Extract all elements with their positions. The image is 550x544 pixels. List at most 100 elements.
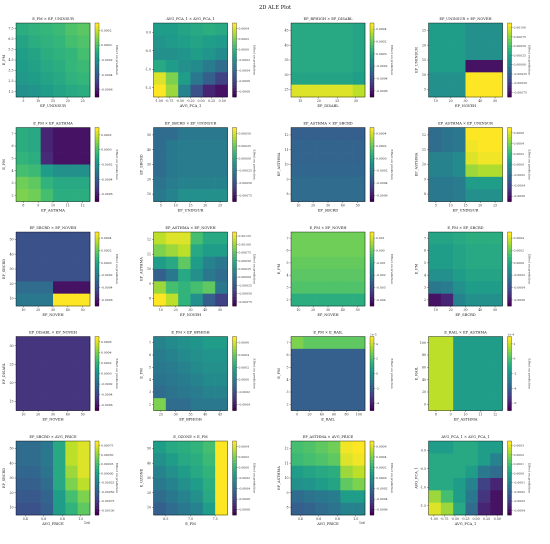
- colorbar-multiplier: 1e-5: [370, 333, 377, 337]
- heatmap-cell: [328, 60, 341, 73]
- heatmap-cell: [202, 47, 216, 61]
- heatmap-cell: [40, 23, 54, 36]
- heatmap-cell: [303, 269, 316, 282]
- heatmap-cell: [165, 256, 179, 270]
- heatmap-cell: [490, 336, 503, 350]
- heatmap-cell: [190, 269, 204, 282]
- colorbar-segment: [95, 379, 99, 384]
- heatmap-cell: [428, 361, 442, 374]
- heatmap-cell: [65, 189, 78, 202]
- colorbar-segment: [370, 293, 374, 298]
- heatmap-cell: [16, 465, 29, 479]
- heatmap-cell: [490, 281, 503, 294]
- x-tick-label: 30: [51, 308, 55, 312]
- heatmap-cell: [65, 84, 78, 98]
- heatmap-cell: [202, 465, 216, 479]
- colorbar-tick-label: 0.000: [376, 249, 385, 253]
- heatmap-cell: [477, 176, 491, 190]
- colorbar-tick-label: 0.00000: [239, 275, 251, 279]
- y-tick-label: 12: [422, 133, 426, 137]
- colorbar-segment: [95, 50, 99, 55]
- heatmap-cell: [53, 385, 66, 399]
- x-tick-label: 10: [449, 204, 453, 208]
- heatmap-cell: [352, 465, 366, 479]
- heatmap-cell: [453, 72, 466, 85]
- colorbar-segment: [507, 465, 512, 470]
- x-tick-label: 20: [311, 204, 315, 208]
- heatmap-cell: [328, 139, 341, 153]
- colorbar-segment: [232, 459, 237, 463]
- heatmap-cell: [428, 336, 442, 350]
- heatmap-cell: [40, 269, 54, 282]
- heatmap-cell: [77, 164, 91, 178]
- heatmap-cell: [16, 441, 29, 454]
- colorbar-segment: [232, 361, 237, 365]
- colorbar-segment: [232, 490, 237, 494]
- heatmap-cell: [291, 127, 304, 141]
- colorbar-segment: [370, 388, 374, 393]
- heatmap-cell: [291, 164, 304, 178]
- heatmap-cell: [465, 465, 479, 479]
- colorbar-segment: [507, 26, 512, 30]
- colorbar-segment: [95, 459, 99, 463]
- colorbar-segment: [370, 173, 374, 178]
- y-tick-label: 40: [284, 43, 288, 47]
- colorbar-segment: [370, 198, 374, 202]
- heatmap-cell: [328, 152, 341, 165]
- heatmap-cell: [28, 256, 41, 270]
- heatmap-cell: [465, 152, 479, 165]
- colorbar-segment: [95, 444, 99, 448]
- heatmap-cell: [465, 293, 479, 307]
- heatmap-cell: [453, 293, 466, 307]
- colorbar-tick-label: -0.0004: [101, 286, 113, 290]
- y-axis-label: EP_UNINSUR: [415, 47, 419, 73]
- colorbar-segment: [95, 487, 99, 491]
- heatmap-cell: [40, 47, 54, 61]
- y-tick-label: 9: [286, 177, 288, 181]
- colorbar-segment: [507, 502, 512, 507]
- colorbar-tick-label: 0.00050: [514, 44, 526, 48]
- heatmap-cell: [53, 269, 66, 282]
- heatmap-cell: [165, 176, 179, 190]
- colorbar-tick-label: 0.0004: [376, 455, 387, 459]
- colorbar-segment: [370, 450, 374, 454]
- colorbar-segment: [507, 63, 512, 67]
- colorbar-segment: [370, 176, 374, 181]
- colorbar-segment: [507, 278, 512, 282]
- colorbar-segment: [232, 192, 237, 196]
- heatmap-cell: [340, 478, 353, 491]
- heatmap-cell: [178, 256, 191, 270]
- colorbar-segment: [232, 293, 237, 298]
- heatmap-cell: [291, 348, 304, 362]
- heatmap-cell: [440, 465, 454, 479]
- y-tick-label: -0.5: [145, 49, 151, 53]
- heatmap-cell: [16, 453, 29, 466]
- heatmap-cell: [352, 232, 366, 245]
- heatmap-cell: [77, 502, 91, 516]
- colorbar-tick-label: -0.00050: [514, 81, 528, 85]
- colorbar-segment: [507, 60, 512, 64]
- colorbar-segment: [95, 26, 99, 30]
- subplot-title: E_PM × EP_ASTHMA: [33, 122, 73, 126]
- heatmap-cell: [352, 361, 366, 374]
- heatmap-cell: [28, 139, 41, 153]
- subplot-title: EP_ASTHMA × EP_NOVEH: [165, 226, 215, 230]
- heatmap-cell: [77, 490, 91, 503]
- heatmap-cell: [190, 293, 204, 307]
- x-tick-label: 0.4: [298, 517, 303, 521]
- y-tick-label: 12: [147, 238, 151, 242]
- heatmap-cell: [328, 189, 341, 202]
- heatmap-cell: [328, 373, 341, 387]
- heatmap-cell: [428, 176, 442, 190]
- heatmap-cell: [53, 398, 66, 411]
- heatmap-cell: [53, 478, 66, 491]
- colorbar-label: Effect on prediction: [253, 45, 257, 75]
- heatmap-cell: [16, 293, 29, 307]
- colorbar-tick-label: -0.00100: [101, 508, 115, 512]
- colorbar-segment: [507, 35, 512, 39]
- x-axis-label: EP_NOVEH: [317, 313, 338, 317]
- x-axis-label: EP_ASTHMA: [41, 209, 65, 213]
- heatmap-cell: [465, 23, 479, 36]
- y-tick-label: 3: [149, 390, 151, 394]
- colorbar-segment: [370, 47, 374, 52]
